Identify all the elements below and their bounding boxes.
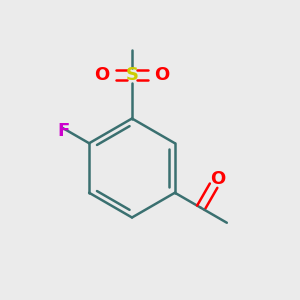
Text: F: F (57, 122, 70, 140)
Text: O: O (94, 66, 110, 84)
Text: O: O (210, 170, 225, 188)
Text: S: S (125, 66, 139, 84)
Text: O: O (154, 66, 169, 84)
